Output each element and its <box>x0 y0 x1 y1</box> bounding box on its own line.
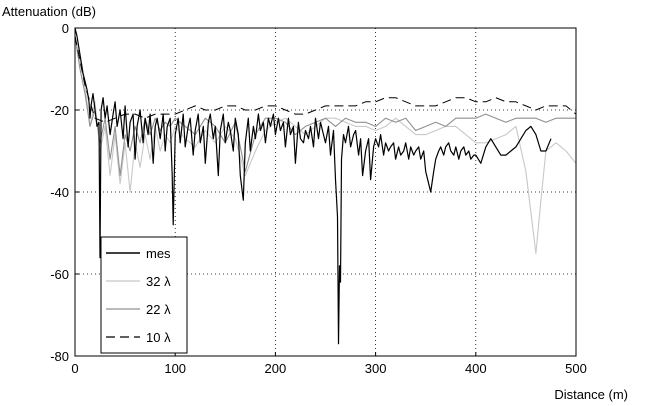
x-axis-label: Distance (m) <box>554 387 628 402</box>
y-tick-label: -40 <box>50 185 69 200</box>
series-line-32-lambda <box>74 36 577 255</box>
legend-box <box>100 236 188 354</box>
grid-lines <box>75 28 576 356</box>
y-tick-label: -20 <box>50 103 69 118</box>
series-line-22-lambda <box>74 36 576 177</box>
legend-label: 32 λ <box>146 274 171 289</box>
legend-label: 22 λ <box>146 302 171 317</box>
x-tick-label: 200 <box>265 361 287 376</box>
x-tick-label: 500 <box>565 361 587 376</box>
series-line-10-lambda <box>74 36 577 123</box>
x-tick-label: 0 <box>71 361 78 376</box>
x-tick-label: 300 <box>365 361 387 376</box>
x-tick-label: 100 <box>164 361 186 376</box>
legend: mes 32 λ 22 λ 10 λ <box>100 236 188 354</box>
y-tick-label: -60 <box>50 267 69 282</box>
y-axis-label: Attenuation (dB) <box>2 4 96 19</box>
series-line-mes <box>74 27 552 345</box>
axis-ticks: 0 100 200 300 400 500 0 -20 -40 -60 -80 <box>50 21 587 376</box>
y-tick-label: 0 <box>62 21 69 36</box>
x-tick-label: 400 <box>465 361 487 376</box>
series-layer <box>74 27 577 345</box>
legend-label: mes <box>146 246 171 261</box>
legend-label: 10 λ <box>146 330 171 345</box>
y-tick-label: -80 <box>50 349 69 364</box>
